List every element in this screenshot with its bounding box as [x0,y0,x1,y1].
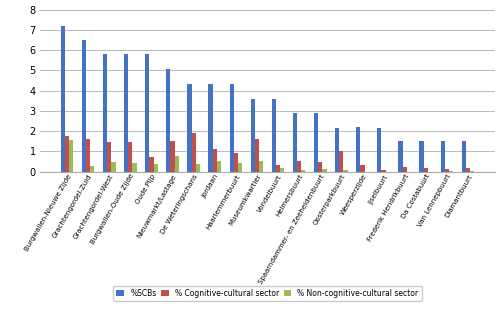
Bar [188,84,192,172]
Bar [449,171,453,172]
Bar [398,141,402,172]
Bar [335,128,340,172]
Bar [314,113,318,172]
Bar [145,54,150,172]
Bar [192,133,196,172]
Bar [230,84,234,172]
Bar [293,113,297,172]
Bar [60,26,65,172]
Bar [462,141,466,172]
Bar [124,54,128,172]
Bar [170,141,174,172]
Bar [280,168,284,172]
Bar [302,170,306,172]
Bar [154,164,158,172]
Bar [297,161,302,172]
Bar [318,162,322,172]
Bar [86,139,90,172]
Bar [107,142,112,172]
Bar [132,163,136,172]
Bar [377,128,382,172]
Bar [424,168,428,172]
Bar [103,54,107,172]
Bar [217,161,221,172]
Bar [382,170,386,172]
Bar [212,149,217,172]
Bar [238,163,242,172]
Bar [69,140,73,172]
Bar [322,169,326,172]
Bar [255,139,259,172]
Bar [276,165,280,172]
Bar [402,167,407,172]
Bar [356,127,360,172]
Bar [196,164,200,172]
Bar [166,69,170,172]
Bar [445,169,449,172]
Bar [440,141,445,172]
Bar [82,40,86,172]
Bar [466,168,470,172]
Bar [208,84,212,172]
Bar [128,142,132,172]
Bar [420,141,424,172]
Bar [90,166,94,172]
Bar [360,165,364,172]
Bar [344,170,347,172]
Bar [250,99,255,172]
Bar [174,156,179,172]
Legend: %SCBs, % Cognitive-cultural sector, % Non-cognitive-cultural sector: %SCBs, % Cognitive-cultural sector, % No… [114,286,422,301]
Bar [470,171,474,172]
Bar [340,152,344,172]
Bar [150,156,154,172]
Bar [65,136,69,172]
Bar [112,162,116,172]
Bar [234,154,238,172]
Bar [259,161,264,172]
Bar [272,99,276,172]
